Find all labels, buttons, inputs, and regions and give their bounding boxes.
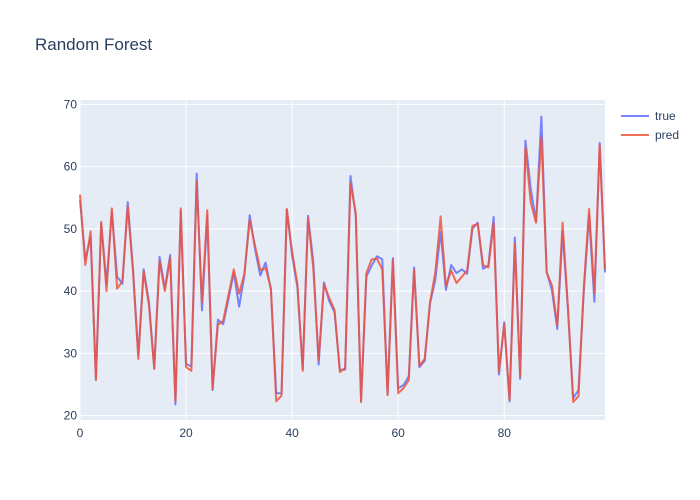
y-tick-label: 30	[64, 346, 78, 360]
legend-label: pred	[655, 128, 679, 142]
y-axis: 20 30 40 50 60 70	[64, 97, 78, 422]
legend-label: true	[655, 109, 676, 123]
series-layer	[79, 115, 606, 406]
y-tick-label: 70	[64, 97, 78, 111]
x-tick-label: 40	[285, 426, 299, 440]
plot-area	[80, 100, 605, 420]
legend-item-pred[interactable]: pred	[621, 128, 679, 142]
legend[interactable]: true pred	[621, 109, 679, 142]
x-tick-label: 20	[179, 426, 193, 440]
y-tick-label: 60	[64, 160, 78, 174]
x-axis: 0 20 40 60 80	[77, 426, 512, 440]
y-tick-label: 20	[64, 409, 78, 423]
x-tick-label: 80	[498, 426, 512, 440]
legend-item-true[interactable]: true	[621, 109, 676, 123]
y-tick-label: 50	[64, 222, 78, 236]
x-tick-label: 0	[77, 426, 84, 440]
y-tick-label: 40	[64, 284, 78, 298]
chart-title: Random Forest	[35, 35, 152, 54]
series-line-pred	[79, 136, 606, 403]
x-tick-label: 60	[392, 426, 406, 440]
